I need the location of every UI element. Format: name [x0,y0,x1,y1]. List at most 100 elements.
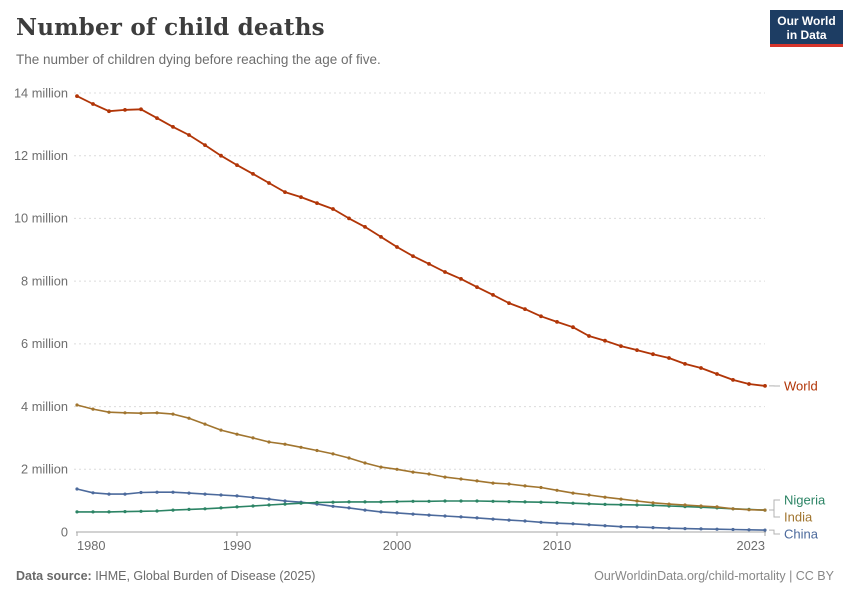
series-point-india[interactable] [283,442,287,446]
series-line-nigeria[interactable] [77,500,766,513]
series-point-india[interactable] [619,497,623,501]
series-label-nigeria[interactable]: Nigeria [784,493,826,508]
series-point-world[interactable] [763,384,767,388]
series-point-india[interactable] [411,470,415,474]
series-point-india[interactable] [443,475,447,479]
series-point-world[interactable] [267,181,271,185]
series-point-nigeria[interactable] [347,500,351,504]
series-point-world[interactable] [411,254,415,258]
series-point-world[interactable] [475,285,479,289]
series-point-india[interactable] [523,484,527,488]
series-point-china[interactable] [603,524,607,528]
series-point-world[interactable] [731,378,735,382]
series-point-world[interactable] [651,352,655,357]
series-point-china[interactable] [219,493,223,497]
series-point-world[interactable] [523,307,527,311]
series-point-china[interactable] [283,499,287,503]
series-point-china[interactable] [107,492,111,496]
series-point-india[interactable] [699,504,703,508]
series-point-china[interactable] [139,490,143,495]
series-point-world[interactable] [571,325,575,330]
series-point-nigeria[interactable] [299,501,303,505]
series-point-china[interactable] [475,516,479,520]
series-point-china[interactable] [747,528,751,532]
series-point-china[interactable] [379,510,383,514]
series-point-world[interactable] [603,338,607,343]
series-point-nigeria[interactable] [75,510,79,514]
series-point-china[interactable] [539,520,543,524]
series-point-world[interactable] [715,372,719,376]
series-point-world[interactable] [171,125,175,129]
series-point-world[interactable] [75,94,79,98]
series-label-china[interactable]: China [784,527,819,542]
series-point-world[interactable] [539,314,543,319]
series-point-world[interactable] [699,366,703,370]
series-point-china[interactable] [555,521,559,525]
series-point-india[interactable] [731,507,735,511]
series-point-nigeria[interactable] [427,499,431,503]
series-point-world[interactable] [315,201,319,206]
series-point-india[interactable] [763,508,767,512]
series-point-world[interactable] [203,143,207,148]
series-point-nigeria[interactable] [219,506,223,510]
series-point-india[interactable] [475,479,479,483]
series-point-china[interactable] [491,517,495,521]
series-point-china[interactable] [651,526,655,530]
series-point-china[interactable] [667,526,671,530]
series-point-china[interactable] [699,527,703,531]
series-point-india[interactable] [683,503,687,507]
series-point-nigeria[interactable] [139,509,143,513]
series-point-india[interactable] [507,482,511,486]
series-point-nigeria[interactable] [267,503,271,507]
series-point-india[interactable] [187,416,191,420]
series-point-india[interactable] [635,499,639,503]
series-point-nigeria[interactable] [459,499,463,503]
series-point-world[interactable] [299,195,303,200]
series-point-world[interactable] [251,172,255,176]
series-point-nigeria[interactable] [635,503,639,507]
series-point-india[interactable] [747,508,751,512]
series-point-india[interactable] [347,456,351,460]
series-point-india[interactable] [203,422,207,426]
series-point-china[interactable] [507,518,511,522]
series-point-india[interactable] [459,477,463,481]
series-point-world[interactable] [619,344,623,348]
series-point-china[interactable] [411,512,415,516]
series-point-world[interactable] [683,362,687,366]
series-point-world[interactable] [747,382,751,386]
series-point-china[interactable] [571,522,575,526]
series-point-india[interactable] [171,412,175,416]
series-point-nigeria[interactable] [491,499,495,503]
series-point-world[interactable] [123,108,127,112]
series-point-world[interactable] [155,116,159,120]
series-point-nigeria[interactable] [379,500,383,504]
series-line-china[interactable] [76,488,766,531]
series-point-india[interactable] [123,411,127,415]
series-point-india[interactable] [571,491,575,495]
series-point-india[interactable] [379,465,383,469]
series-point-india[interactable] [219,428,223,432]
series-point-world[interactable] [91,102,95,106]
series-point-world[interactable] [635,348,639,352]
series-line-world[interactable] [76,95,766,387]
series-point-nigeria[interactable] [235,505,239,509]
series-point-world[interactable] [139,107,143,112]
series-point-india[interactable] [331,452,335,456]
series-point-china[interactable] [347,506,351,510]
series-point-nigeria[interactable] [283,502,287,506]
series-point-world[interactable] [347,216,351,221]
series-point-china[interactable] [635,525,639,529]
series-point-china[interactable] [459,515,463,519]
series-point-nigeria[interactable] [443,499,447,503]
series-point-nigeria[interactable] [603,502,607,506]
series-point-world[interactable] [507,301,511,305]
series-point-nigeria[interactable] [475,499,479,503]
series-point-china[interactable] [267,497,271,501]
series-point-nigeria[interactable] [539,500,543,504]
series-point-china[interactable] [91,491,95,495]
series-point-world[interactable] [459,277,463,281]
series-point-china[interactable] [75,487,79,491]
series-point-nigeria[interactable] [523,500,527,504]
series-point-china[interactable] [683,527,687,531]
series-point-china[interactable] [203,492,207,496]
